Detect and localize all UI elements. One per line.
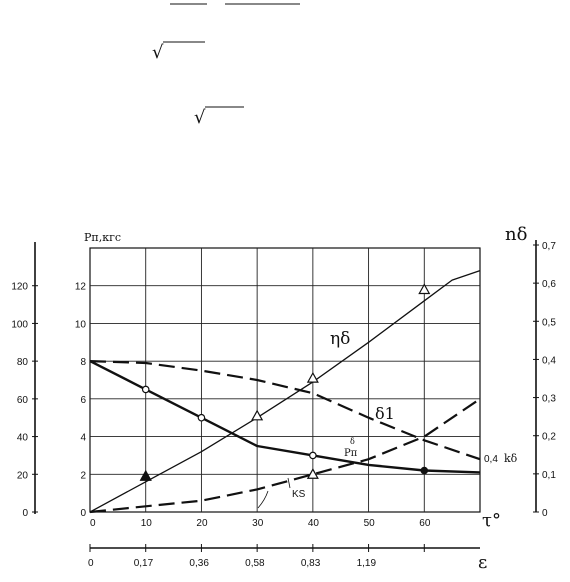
epsilon-axis-label: ε — [478, 552, 487, 573]
data-point-triangle — [306, 371, 319, 383]
y-axis-left-label: Pп,кгс — [84, 231, 121, 244]
y-axis-right-label: nδ — [505, 224, 527, 245]
series-line-2 — [89, 360, 481, 461]
epsilon-tick-label: 0 — [88, 558, 94, 569]
y-tick-label-left: 4 — [80, 433, 86, 444]
epsilon-tick-label: 0,83 — [301, 558, 321, 569]
data-point-circle — [141, 385, 150, 394]
far-left-tick-label: 120 — [11, 282, 28, 293]
data-point-circle — [197, 413, 206, 422]
x-tick-label: 60 — [419, 518, 431, 529]
right-tick-label: 0,1 — [542, 470, 556, 481]
data-point-circle — [420, 466, 429, 475]
series-label-k-delta: kδ — [504, 452, 518, 465]
angle-arc — [257, 490, 269, 509]
data-point-triangle — [251, 409, 264, 421]
axes: 0 10 20 30 40 50 6002468101202040608010012000,… — [11, 240, 556, 569]
x-tick-label: 10 — [141, 518, 153, 529]
radical-sign: √ — [194, 107, 206, 128]
x-tick-label: 20 — [196, 518, 208, 529]
series-label-eta-delta: ηδ — [330, 329, 350, 349]
data-point-triangle — [418, 283, 431, 295]
right-tick-label: 0,7 — [542, 241, 556, 252]
far-left-tick-label: 80 — [17, 357, 29, 368]
y-tick-label-left: 8 — [80, 357, 86, 368]
y-tick-label-left: 0 — [80, 508, 86, 519]
series-layer — [89, 269, 481, 514]
data-point-triangle — [139, 469, 152, 481]
far-left-tick-label: 20 — [17, 470, 29, 481]
y-tick-label-left: 6 — [80, 395, 86, 406]
ks-leader — [287, 477, 291, 489]
y-tick-label-left: 2 — [80, 470, 86, 481]
far-left-tick-label: 60 — [17, 395, 29, 406]
far-left-tick-label: 100 — [11, 319, 28, 330]
data-point-circle — [309, 451, 317, 460]
epsilon-tick-label: 0,17 — [134, 558, 154, 569]
right-tick-label: 0,2 — [542, 432, 556, 443]
series-line-1 — [89, 360, 481, 474]
series-label-k-delta-value: 0,4 — [484, 454, 498, 465]
x-tick-label: 0 — [90, 518, 96, 529]
plot-frame — [89, 247, 481, 513]
series-line-3 — [89, 397, 481, 514]
right-tick-label: 0,6 — [542, 279, 556, 290]
right-tick-label: 0,5 — [542, 317, 556, 328]
series-label-ks: KS — [292, 489, 306, 500]
x-axis-label: τ° — [482, 510, 501, 531]
right-tick-label: 0,3 — [542, 394, 556, 405]
radical-sign: √ — [152, 42, 164, 63]
epsilon-tick-label: 0,58 — [245, 558, 265, 569]
right-tick-label: 0,4 — [542, 355, 556, 366]
series-label-delta-1: δ1 — [375, 404, 395, 423]
x-tick-label: 30 — [252, 518, 264, 529]
x-tick-label: 50 — [364, 518, 376, 529]
y-tick-label-left: 12 — [75, 282, 87, 293]
far-left-tick-label: 0 — [22, 508, 28, 519]
y-tick-label-left: 10 — [75, 319, 87, 330]
series-label-p-n: Pп — [344, 448, 358, 459]
formula-area: √ √ — [152, 3, 300, 128]
series-label-p-n-sup: δ — [350, 437, 355, 446]
x-tick-label: 40 — [308, 518, 320, 529]
epsilon-tick-label: 1,19 — [357, 558, 377, 569]
epsilon-tick-label: 0,36 — [189, 558, 209, 569]
right-tick-label: 0 — [542, 508, 548, 519]
far-left-tick-label: 40 — [17, 433, 29, 444]
data-point-triangle — [306, 468, 319, 479]
